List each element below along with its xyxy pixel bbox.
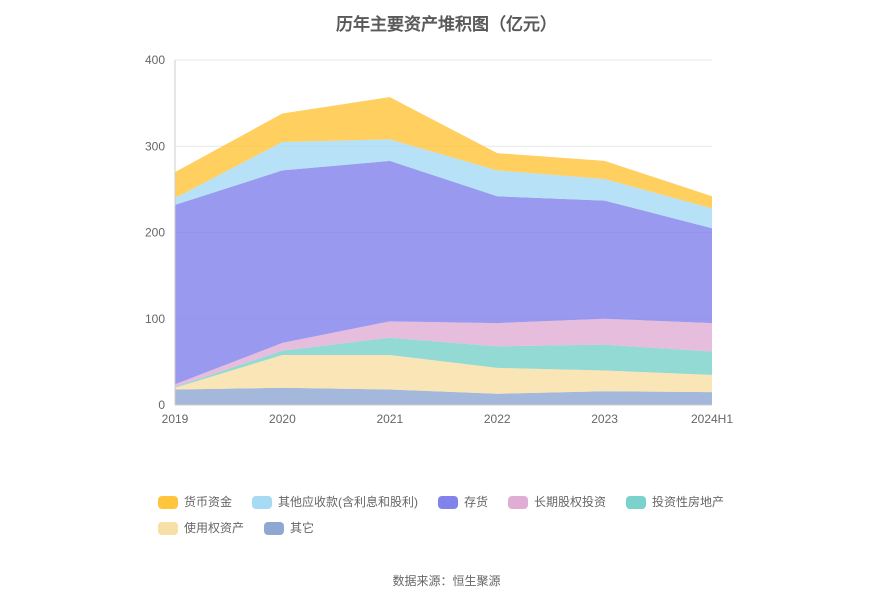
legend-swatch-icon (626, 495, 647, 509)
x-tick-label: 2021 (376, 412, 403, 426)
legend-swatch-icon (508, 495, 529, 509)
x-tick-label: 2019 (162, 412, 189, 426)
legend-item-0[interactable]: 货币资金 (158, 495, 232, 509)
legend-item-2[interactable]: 存货 (438, 495, 488, 509)
chart-title: 历年主要资产堆积图（亿元） (336, 15, 557, 34)
y-tick-label: 100 (145, 312, 165, 326)
y-tick-label: 300 (145, 139, 165, 153)
y-tick-label: 400 (145, 53, 165, 67)
area-series-4 (175, 160, 712, 385)
legend-label: 货币资金 (184, 495, 233, 509)
legend-swatch-icon (264, 521, 285, 535)
legend-label: 使用权资产 (184, 521, 245, 535)
area-series-0 (175, 387, 712, 405)
legend-swatch-icon (158, 521, 178, 535)
legend-swatch-icon (158, 495, 178, 509)
legend-item-5[interactable]: 使用权资产 (158, 521, 244, 535)
legend-swatch-icon (252, 495, 273, 509)
legend-label: 存货 (464, 495, 489, 509)
area-series-1 (175, 354, 712, 394)
data-source-caption: 数据来源：恒生聚源 (392, 574, 501, 588)
y-tick-label: 0 (158, 398, 165, 412)
area-series-5 (175, 139, 712, 229)
x-tick-label: 2024H1 (691, 412, 733, 426)
legend-item-4[interactable]: 投资性房地产 (626, 495, 724, 509)
area-series-2 (175, 337, 712, 388)
x-tick-label: 2022 (484, 412, 511, 426)
legend-label: 长期股权投资 (534, 495, 607, 509)
stacked-area-chart: 0 100 200 300 400 2019 2020 2021 2022 2023 2024H1 (145, 53, 733, 426)
y-tick-label: 200 (145, 226, 165, 240)
legend-label: 其它 (290, 521, 315, 535)
legend: 货币资金 其他应收款(含利息和股利) 存货 长期股权投资 投资性房地产使用权资产 其它 (158, 495, 768, 535)
legend-label: 投资性房地产 (652, 495, 725, 509)
legend-swatch-icon (438, 495, 459, 509)
area-series-6 (175, 97, 712, 209)
legend-label: 其他应收款(含利息和股利) (278, 495, 419, 509)
legend-item-1[interactable]: 其他应收款(含利息和股利) (252, 495, 418, 509)
x-tick-label: 2023 (591, 412, 618, 426)
legend-item-6[interactable]: 其它 (264, 521, 314, 535)
x-tick-label: 2020 (269, 412, 296, 426)
area-series-3 (175, 318, 712, 387)
legend-item-3[interactable]: 长期股权投资 (508, 495, 606, 509)
